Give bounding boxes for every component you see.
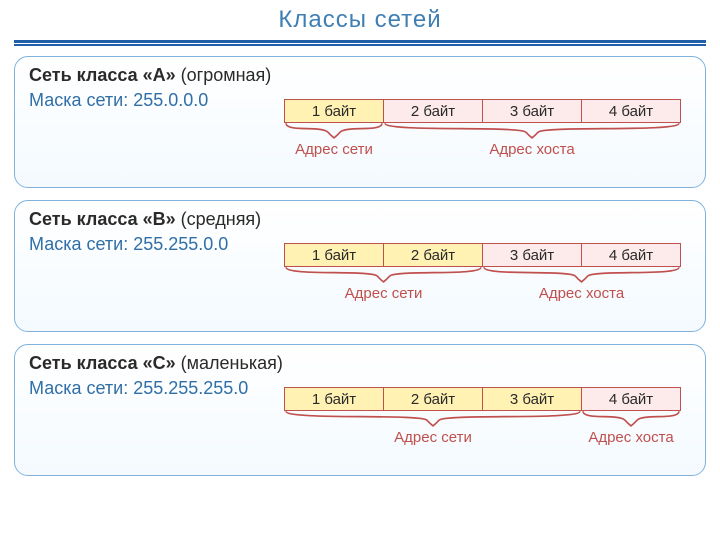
class-size-note: (маленькая) [181,353,283,373]
class-title-line: Сеть класса «C» (маленькая) [29,353,691,374]
brace-labels-row: Адрес сетиАдрес хоста [284,429,681,446]
triple-rule [14,40,706,46]
network-label: Адрес сети [284,285,483,302]
byte-cell: 2 байт [383,99,483,123]
mask-prefix: Маска сети: [29,90,133,110]
class-title-line: Сеть класса «B» (средняя) [29,209,691,230]
host-brace [383,123,681,139]
host-label: Адрес хоста [482,285,681,302]
class-size-note: (огромная) [181,65,272,85]
mask-value: 255.255.0.0 [133,234,228,254]
bytes-block: 1 байт2 байт3 байт4 байт Адрес сетиАдрес… [284,243,681,302]
byte-cell: 1 байт [284,99,384,123]
braces-row [284,267,681,283]
page: Классы сетей Сеть класса «A» (огромная) М… [0,0,720,540]
brace-labels-row: Адрес сетиАдрес хоста [284,285,681,302]
byte-cell: 2 байт [383,387,483,411]
network-brace [284,123,384,139]
network-brace [284,411,582,427]
network-label: Адрес сети [284,429,582,446]
byte-cell: 3 байт [482,243,582,267]
byte-cell: 4 байт [581,99,681,123]
host-label: Адрес хоста [581,429,681,446]
class-title-line: Сеть класса «A» (огромная) [29,65,691,86]
class-name: Сеть класса «B» [29,209,176,229]
mask-prefix: Маска сети: [29,378,133,398]
host-brace [482,267,681,283]
network-brace [284,267,483,283]
title-rule [14,40,706,46]
bytes-block: 1 байт2 байт3 байт4 байт Адрес сетиАдрес… [284,99,681,158]
byte-cell: 1 байт [284,243,384,267]
byte-cell: 4 байт [581,387,681,411]
braces-row [284,123,681,139]
bytes-block: 1 байт2 байт3 байт4 байт Адрес сетиАдрес… [284,387,681,446]
mask-value: 255.255.255.0 [133,378,248,398]
byte-cell: 4 байт [581,243,681,267]
byte-cell: 1 байт [284,387,384,411]
bytes-row: 1 байт2 байт3 байт4 байт [284,387,681,411]
byte-cell: 2 байт [383,243,483,267]
bytes-row: 1 байт2 байт3 байт4 байт [284,99,681,123]
brace-labels-row: Адрес сетиАдрес хоста [284,141,681,158]
byte-cell: 3 байт [482,387,582,411]
mask-value: 255.0.0.0 [133,90,208,110]
class-panel: Сеть класса «B» (средняя) Маска сети: 255… [14,200,706,332]
host-brace [581,411,681,427]
class-panel: Сеть класса «C» (маленькая) Маска сети: 2… [14,344,706,476]
class-name: Сеть класса «C» [29,353,176,373]
network-label: Адрес сети [284,141,384,158]
byte-cell: 3 байт [482,99,582,123]
class-panel: Сеть класса «A» (огромная) Маска сети: 25… [14,56,706,188]
panels-container: Сеть класса «A» (огромная) Маска сети: 25… [0,56,720,476]
mask-prefix: Маска сети: [29,234,133,254]
braces-row [284,411,681,427]
bytes-row: 1 байт2 байт3 байт4 байт [284,243,681,267]
page-title: Классы сетей [0,0,720,34]
class-name: Сеть класса «A» [29,65,176,85]
host-label: Адрес хоста [383,141,681,158]
class-size-note: (средняя) [181,209,262,229]
